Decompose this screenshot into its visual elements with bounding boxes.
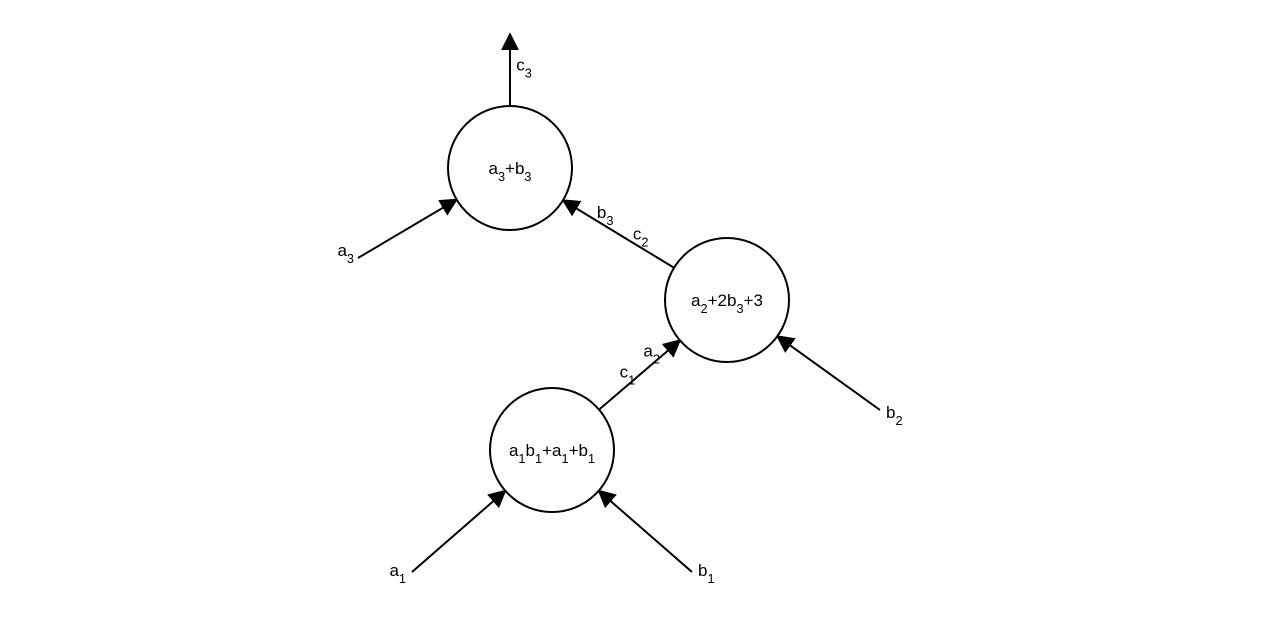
edge-label-e_b1: b1: [698, 561, 715, 585]
edge-midlabel-e_c1a2-1: a2: [643, 342, 660, 366]
edge-e_b1: [599, 491, 692, 572]
edge-e_a1: [412, 491, 505, 572]
edge-midlabel-e_c2b3-1: b3: [597, 203, 614, 227]
edge-e_a3: [358, 200, 457, 258]
edge-label-e_a1: a1: [389, 561, 406, 585]
edge-midlabel-e_c3-0: c3: [516, 56, 532, 80]
edge-midlabel-e_c2b3-0: c2: [633, 225, 649, 249]
edge-e_b2: [777, 336, 880, 410]
diagram-canvas: a1b1c1a2b2c2b3a3c3a1b1+a1+b1a2+2b3+3a3+b…: [0, 0, 1275, 623]
edge-e_c1a2: [599, 340, 680, 409]
edge-label-e_a3: a3: [337, 241, 354, 265]
edge-e_c2b3: [563, 200, 674, 268]
edge-label-e_b2: b2: [886, 403, 903, 427]
edge-midlabel-e_c1a2-0: c1: [620, 363, 636, 387]
